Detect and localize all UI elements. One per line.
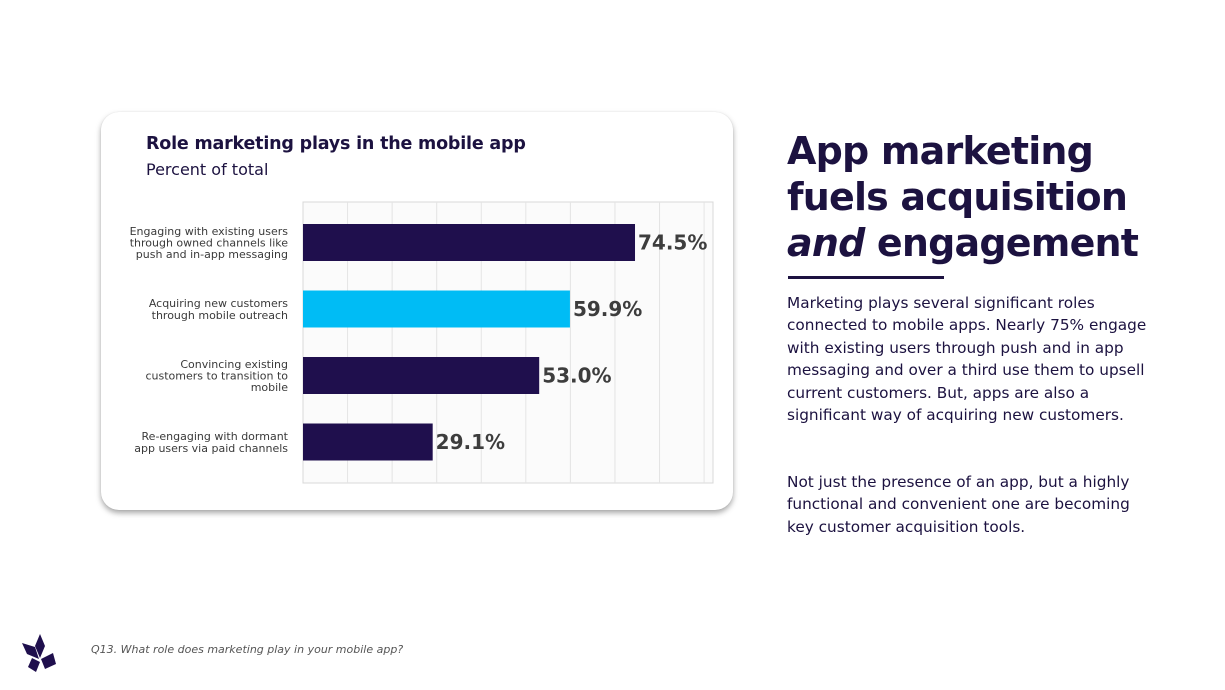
value-label-3: 53.0%: [542, 364, 611, 388]
headline-line-1: App marketing: [787, 129, 1094, 173]
body-paragraph-2: Not just the presence of an app, but a h…: [787, 473, 1130, 536]
bar-3: [303, 357, 540, 394]
headline-line-2: fuels acquisition: [787, 175, 1128, 219]
value-label-1: 74.5%: [638, 231, 707, 255]
category-label-4: Re-engaging with dormant app users via pa…: [134, 430, 288, 455]
bar-chart: 74.5% Engaging with existing users through…: [130, 201, 714, 484]
bar-1: [303, 224, 636, 261]
headline: App marketing fuels acquisition and enga…: [787, 128, 1207, 266]
headline-underline: [788, 276, 944, 279]
bar-2: [303, 290, 570, 328]
brand-logo-icon: [22, 634, 56, 672]
footnote: Q13. What role does marketing play in yo…: [91, 643, 404, 656]
category-label-3: Convincing existing customers to transiti…: [145, 358, 288, 394]
bar-4: [303, 423, 433, 461]
value-label-4: 29.1%: [436, 430, 505, 454]
value-label-2: 59.9%: [573, 297, 642, 321]
chart-subtitle: Percent of total: [146, 160, 269, 179]
body-paragraph-1: Marketing plays several significant role…: [787, 294, 1147, 425]
category-label-2: Acquiring new customers through mobile ou…: [149, 297, 288, 322]
headline-emphasis: and: [787, 221, 865, 265]
chart-title: Role marketing plays in the mobile app: [146, 134, 526, 154]
category-label-1: Engaging with existing users through owne…: [130, 225, 289, 261]
headline-line-3: engagement: [864, 221, 1139, 265]
chart-card: Role marketing plays in the mobile app P…: [101, 112, 733, 510]
